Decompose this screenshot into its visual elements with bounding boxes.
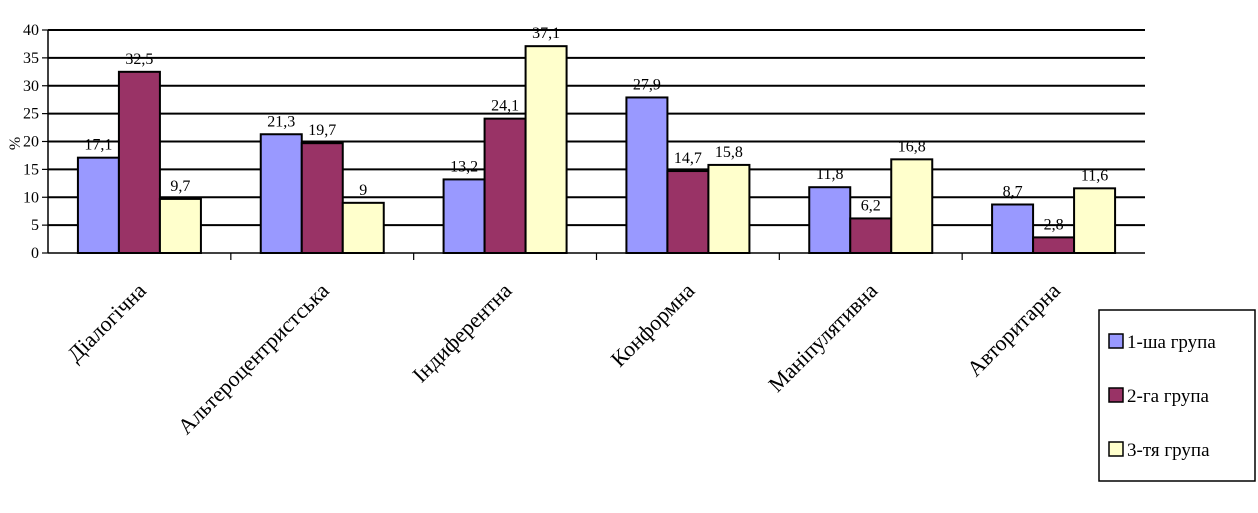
y-tick-label: 40 [23, 22, 39, 39]
category-labels: Діалогічна Альтероцентристська Індиферентн… [62, 278, 1065, 439]
data-label: 14,7 [674, 150, 702, 167]
legend-swatch [1108, 441, 1124, 457]
data-labels: 17,1 32,5 9,7 21,3 19,7 9 13,2 24,1 37,1 27,9 14,7… [84, 25, 1108, 233]
data-label: 15,8 [715, 144, 743, 161]
bar-series1-1 [76, 156, 120, 254]
bar-series3-4 [707, 163, 751, 254]
gridlines [48, 29, 1145, 227]
data-label: 19,7 [308, 122, 336, 139]
y-tick-label: 0 [31, 245, 39, 262]
data-label: 8,7 [1003, 183, 1023, 200]
data-label: 16,8 [898, 138, 926, 155]
bar-series3-1 [158, 197, 202, 254]
bar-series3-3 [524, 45, 568, 255]
legend-swatch [1108, 333, 1124, 349]
y-tick-label: 30 [23, 78, 39, 95]
axes [42, 29, 1145, 260]
bar-series3-6 [1073, 187, 1117, 254]
data-label: 37,1 [532, 25, 560, 42]
bar-series1-4 [625, 96, 669, 254]
data-label: 24,1 [491, 98, 519, 115]
bar-series3-2 [341, 201, 385, 254]
data-label: 13,2 [450, 158, 478, 175]
y-tick-label: 5 [31, 217, 39, 234]
legend-swatch [1108, 387, 1124, 403]
data-label: 9,7 [170, 178, 190, 195]
bar-series2-3 [483, 117, 527, 254]
bar-series1-6 [991, 203, 1035, 254]
bars [76, 45, 1117, 255]
legend-entry: 3-тя група [1127, 440, 1210, 461]
bar-series2-4 [666, 170, 710, 254]
category-label: Конформна [606, 278, 700, 372]
category-label: Авторитарна [962, 278, 1065, 381]
bar-series2-6 [1032, 236, 1076, 254]
y-axis-label: % [7, 137, 24, 150]
y-tick-label: 25 [23, 106, 39, 123]
data-label: 21,3 [267, 113, 295, 130]
data-label: 9 [359, 182, 367, 199]
y-tick-labels: 0 5 10 15 20 25 30 35 40 [23, 22, 39, 262]
bar-series2-1 [117, 70, 161, 254]
data-label: 11,6 [1081, 167, 1108, 184]
y-tick-label: 15 [23, 161, 39, 178]
y-tick-label: 35 [23, 50, 39, 67]
y-tick-label: 10 [23, 189, 39, 206]
bar-series2-2 [300, 142, 344, 254]
data-label: 6,2 [861, 197, 881, 214]
legend-entry: 2-га група [1127, 386, 1210, 407]
data-label: 27,9 [633, 76, 661, 93]
data-label: 2,8 [1044, 216, 1064, 233]
legend: 1-ша група 2-га група 3-тя група [1098, 309, 1256, 482]
y-tick-label: 20 [23, 134, 39, 151]
data-label: 11,8 [816, 166, 843, 183]
bar-series2-5 [849, 217, 893, 254]
legend-entry: 1-ша група [1127, 332, 1216, 353]
data-label: 17,1 [84, 137, 112, 154]
data-label: 32,5 [125, 51, 153, 68]
bar-series1-3 [442, 178, 486, 254]
bar-series1-5 [808, 186, 852, 254]
bar-series3-5 [890, 158, 934, 254]
bar-series1-2 [259, 133, 303, 254]
category-label: Маніпулятивна [763, 278, 882, 397]
category-label: Індиферентна [407, 278, 517, 388]
category-label: Альтероцентристська [173, 278, 334, 439]
legend-box [1098, 309, 1256, 482]
category-label: Діалогічна [62, 278, 151, 367]
